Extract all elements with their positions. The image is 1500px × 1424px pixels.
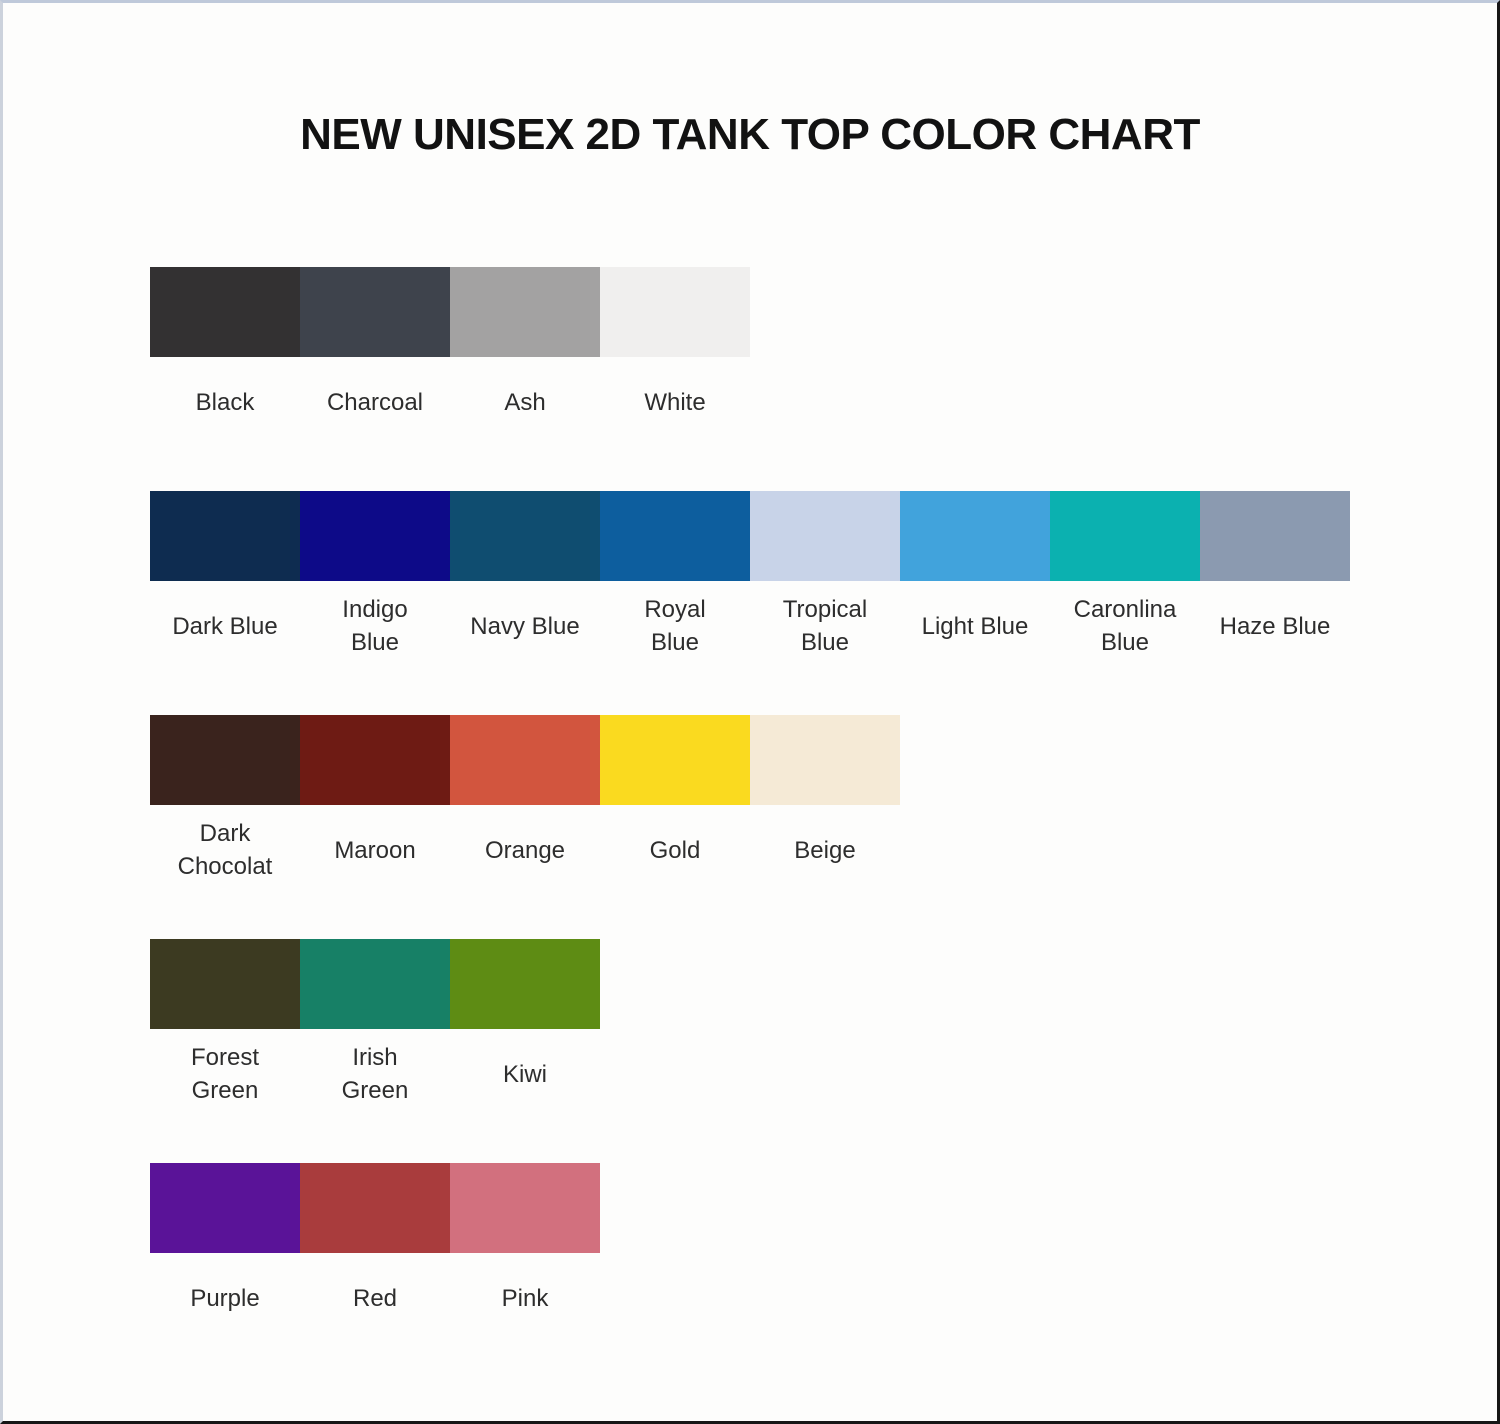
color-label-royal-blue: Royal Blue (644, 596, 706, 656)
swatch-cell: Purple (150, 1163, 300, 1343)
color-swatch-tropical-blue (750, 491, 900, 581)
color-label-red: Red (352, 1284, 398, 1312)
swatch-cell: Charcoal (300, 267, 450, 447)
swatch-cell: Haze Blue (1200, 491, 1350, 671)
color-swatch-gold (600, 715, 750, 805)
color-swatch-kiwi (450, 939, 600, 1029)
color-label-caronlina-blue: Caronlina Blue (1073, 596, 1177, 656)
color-label-beige: Beige (794, 836, 856, 864)
color-label-white: White (644, 388, 706, 416)
swatch-cell: Maroon (300, 715, 450, 895)
swatch-cell: Gold (600, 715, 750, 895)
color-label-haze-blue: Haze Blue (1219, 612, 1331, 640)
color-label-kiwi: Kiwi (502, 1060, 547, 1088)
page-title: NEW UNISEX 2D TANK TOP COLOR CHART (300, 110, 1200, 159)
swatch-cell: Light Blue (900, 491, 1050, 671)
color-label-ash: Ash (504, 388, 546, 416)
color-label-light-blue: Light Blue (921, 612, 1029, 640)
swatch-cell: Kiwi (450, 939, 600, 1119)
color-label-tropical-blue: Tropical Blue (782, 596, 868, 656)
swatch-cell: Beige (750, 715, 900, 895)
color-swatch-pink (450, 1163, 600, 1253)
swatch-cell: Royal Blue (600, 491, 750, 671)
color-label-gold: Gold (649, 836, 701, 864)
swatch-cell: Ash (450, 267, 600, 447)
swatch-cell: Dark Blue (150, 491, 300, 671)
swatch-cell: Dark Chocolat (150, 715, 300, 895)
color-swatch-maroon (300, 715, 450, 805)
color-swatch-forest-green (150, 939, 300, 1029)
color-swatch-orange (450, 715, 600, 805)
swatch-cell: Black (150, 267, 300, 447)
swatch-cell: Navy Blue (450, 491, 600, 671)
color-label-orange: Orange (484, 836, 566, 864)
swatch-cell: Forest Green (150, 939, 300, 1119)
swatch-cell: Indigo Blue (300, 491, 450, 671)
color-swatch-ash (450, 267, 600, 357)
color-swatch-dark-chocolat (150, 715, 300, 805)
swatch-cell: Orange (450, 715, 600, 895)
swatch-rows-container: Black Charcoal Ash White Dark Blue Indig… (150, 267, 1497, 1343)
swatch-cell: Tropical Blue (750, 491, 900, 671)
color-swatch-charcoal (300, 267, 450, 357)
color-swatch-dark-blue (150, 491, 300, 581)
color-swatch-light-blue (900, 491, 1050, 581)
color-swatch-royal-blue (600, 491, 750, 581)
color-swatch-white (600, 267, 750, 357)
color-swatch-black (150, 267, 300, 357)
swatch-row-purples-reds: Purple Red Pink (150, 1163, 1497, 1343)
color-swatch-indigo-blue (300, 491, 450, 581)
color-label-charcoal: Charcoal (326, 388, 424, 416)
color-swatch-irish-green (300, 939, 450, 1029)
color-label-navy-blue: Navy Blue (470, 612, 580, 640)
color-label-maroon: Maroon (334, 836, 416, 864)
swatch-cell: Pink (450, 1163, 600, 1343)
color-label-dark-chocolat: Dark Chocolat (177, 820, 273, 880)
swatch-cell: Irish Green (300, 939, 450, 1119)
color-label-forest-green: Forest Green (190, 1044, 259, 1104)
color-label-dark-blue: Dark Blue (172, 612, 278, 640)
color-swatch-navy-blue (450, 491, 600, 581)
swatch-cell: Red (300, 1163, 450, 1343)
swatch-row-warm-tones: Dark Chocolat Maroon Orange Gold Beige (150, 715, 1497, 895)
color-label-indigo-blue: Indigo Blue (342, 596, 408, 656)
color-swatch-beige (750, 715, 900, 805)
swatch-cell: White (600, 267, 750, 447)
color-label-pink: Pink (501, 1284, 549, 1312)
swatch-cell: Caronlina Blue (1050, 491, 1200, 671)
color-swatch-purple (150, 1163, 300, 1253)
color-label-irish-green: Irish Green (341, 1044, 409, 1104)
color-swatch-haze-blue (1200, 491, 1350, 581)
swatch-row-blues: Dark Blue Indigo Blue Navy Blue Royal Bl… (150, 491, 1497, 671)
swatch-row-greens: Forest Green Irish Green Kiwi (150, 939, 1497, 1119)
swatch-row-neutrals: Black Charcoal Ash White (150, 267, 1497, 447)
color-swatch-caronlina-blue (1050, 491, 1200, 581)
color-label-black: Black (195, 388, 255, 416)
color-label-purple: Purple (190, 1284, 260, 1312)
color-swatch-red (300, 1163, 450, 1253)
